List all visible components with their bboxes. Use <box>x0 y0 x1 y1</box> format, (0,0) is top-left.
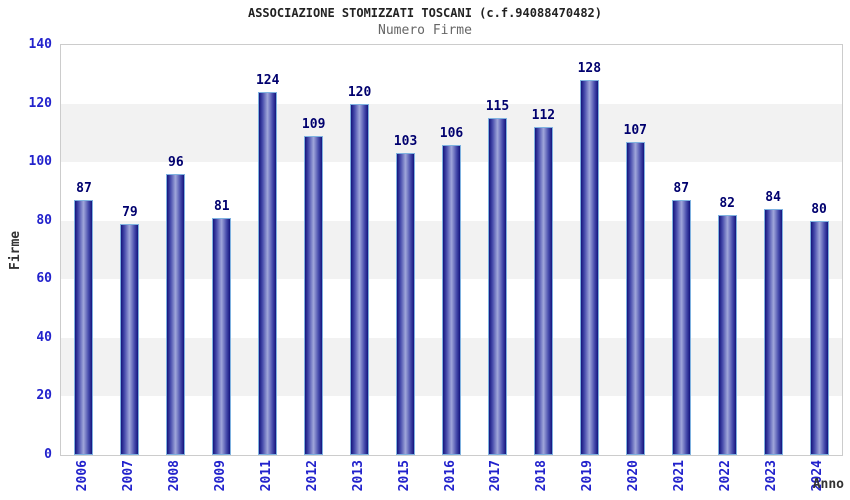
plot-area: 87 79 96 81 124 109 120 103 106 115 112 128 107 87 82 8… <box>60 44 843 456</box>
bar-value-label: 96 <box>168 154 184 170</box>
bar-value-label: 109 <box>301 116 326 132</box>
x-tick-label: 2021 <box>672 460 688 492</box>
bar-2018 <box>533 127 553 455</box>
x-tick-label: 2019 <box>580 460 596 492</box>
bar-value-label: 82 <box>719 195 735 211</box>
x-tick-label: 2017 <box>488 460 504 492</box>
bar-value-label: 120 <box>347 84 372 100</box>
bar-value-label: 80 <box>811 201 827 217</box>
bar-2013 <box>350 103 370 455</box>
bar-value-label: 81 <box>213 198 230 214</box>
bar-2020 <box>625 141 645 455</box>
grid-band <box>61 45 842 104</box>
chart-subtitle: Numero Firme <box>378 23 472 38</box>
bar-2022 <box>717 214 737 455</box>
bar-2021 <box>671 200 691 455</box>
x-tick-label: 2018 <box>534 460 550 492</box>
y-tick-label: 120 <box>28 95 52 111</box>
bar-value-label: 106 <box>439 125 464 141</box>
y-tick-label: 60 <box>36 271 52 287</box>
bar-value-label: 84 <box>765 190 781 205</box>
chart-title: ASSOCIAZIONE STOMIZZATI TOSCANI (c.f.940… <box>247 6 602 20</box>
bar-2008 <box>166 173 186 455</box>
y-axis-title: Firme <box>8 230 23 270</box>
bar-value-label: 87 <box>76 181 92 197</box>
bar-2016 <box>442 144 461 455</box>
x-tick-label: 2008 <box>166 460 182 492</box>
bar-2017 <box>487 118 507 455</box>
bar-value-label: 112 <box>531 108 556 123</box>
x-tick-label: 2013 <box>350 460 366 492</box>
bar-2023 <box>763 209 783 455</box>
x-tick-label: 2009 <box>212 460 228 492</box>
y-tick-label: 80 <box>36 212 52 228</box>
bar-2024 <box>809 220 829 455</box>
y-axis-tick-labels: 0 20 40 60 80 100 120 140 <box>0 38 52 462</box>
x-tick-label: 2011 <box>258 460 274 492</box>
x-tick-label: 2016 <box>442 460 458 492</box>
bar-value-label: 103 <box>393 134 418 150</box>
x-tick-label: 2020 <box>626 460 642 492</box>
bar-2007 <box>120 223 140 455</box>
x-tick-label: 2015 <box>396 460 412 492</box>
bar-2012 <box>304 135 324 455</box>
y-tick-label: 100 <box>28 154 52 170</box>
y-tick-label: 20 <box>36 388 52 404</box>
bar-value-label: 107 <box>623 122 647 138</box>
x-axis-title: Anno <box>812 477 844 492</box>
y-tick-label: 0 <box>44 447 52 462</box>
y-tick-label: 140 <box>28 37 52 52</box>
bar-2009 <box>212 217 232 455</box>
x-tick-label: 2006 <box>74 460 90 492</box>
y-tick-label: 40 <box>36 329 52 345</box>
x-tick-label: 2007 <box>120 460 136 492</box>
x-tick-label: 2023 <box>764 460 780 492</box>
bar-value-label: 87 <box>673 181 690 197</box>
x-axis-tick-labels: 2006 2007 2008 2009 2011 2012 2013 2015 2016 2017… <box>60 458 843 498</box>
bar-2019 <box>579 80 599 455</box>
bar-value-label: 124 <box>255 72 280 88</box>
bar-2006 <box>74 200 94 455</box>
bar-value-label: 115 <box>485 99 510 115</box>
bar-2011 <box>258 91 278 455</box>
bar-2015 <box>396 153 416 455</box>
x-tick-label: 2022 <box>718 460 734 492</box>
bar-value-label: 128 <box>577 61 602 77</box>
x-tick-label: 2012 <box>304 460 320 492</box>
bar-value-label: 79 <box>122 204 138 220</box>
